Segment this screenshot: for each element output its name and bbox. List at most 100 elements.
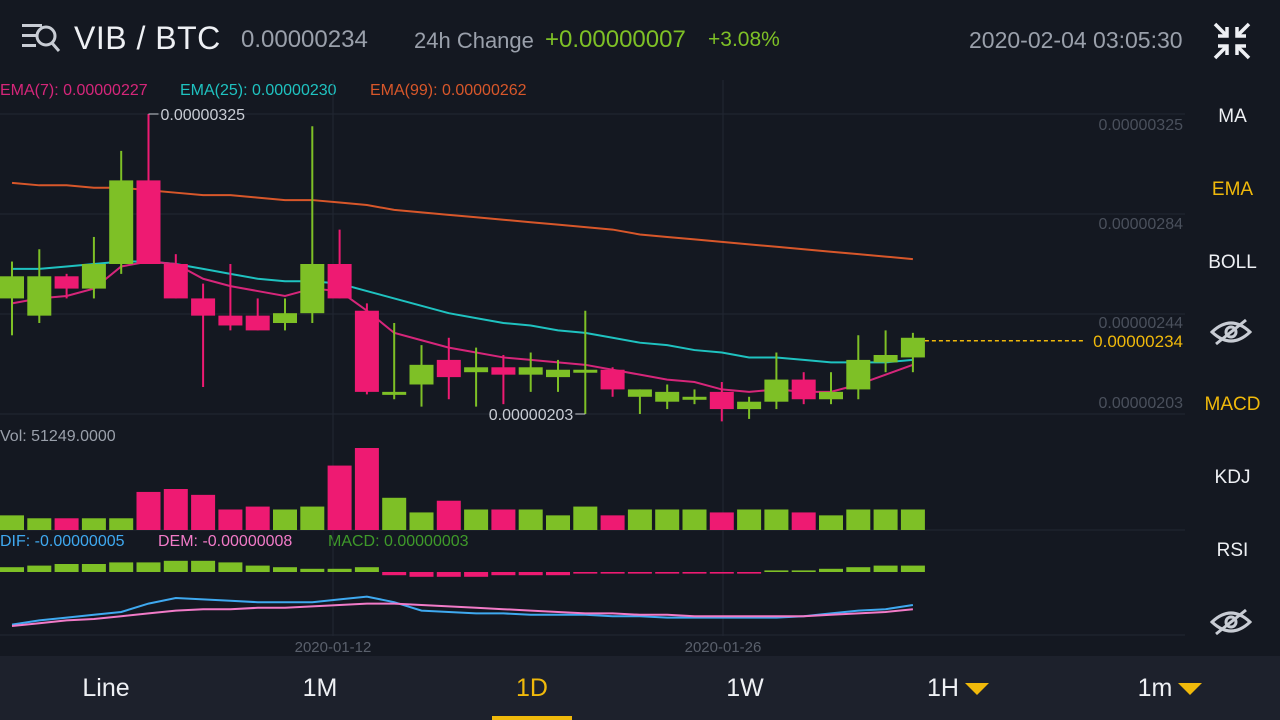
volume-bar [409, 512, 434, 530]
macd-bar [191, 560, 216, 572]
collapse-icon[interactable] [1213, 22, 1251, 60]
candle-body [627, 389, 652, 397]
indicator-ema[interactable]: EMA [1211, 179, 1254, 200]
volume-bar [682, 509, 707, 530]
macd-bar [682, 572, 707, 574]
candlestick-chart[interactable]: 0.00000325 0.00000284 0.00000244 0.00000203… [0, 80, 1185, 656]
volume-bar [655, 509, 680, 530]
candle-body [382, 391, 407, 395]
candle-body [191, 298, 216, 316]
volume-bar [327, 465, 352, 530]
tab-1H-label: 1H [927, 674, 959, 702]
candle-body [819, 391, 843, 400]
change-absolute: +0.00000007 [545, 26, 686, 53]
macd-bar [546, 572, 570, 576]
chevron-down-icon [1178, 683, 1203, 696]
volume-bar [791, 512, 816, 530]
volume-bar [245, 506, 270, 530]
volume-bar [382, 497, 407, 530]
macd-bar [518, 572, 543, 576]
volume-bar [354, 448, 379, 530]
volume-bar [109, 518, 134, 530]
volume-bar [0, 515, 24, 530]
volume-bar [627, 509, 652, 530]
high-price-label: 0.00000325 [161, 107, 246, 124]
volume-bar [54, 518, 79, 530]
volume-bar [464, 509, 489, 530]
chevron-down-icon [964, 683, 989, 696]
ema99-legend: EMA(99): 0.00000262 [370, 82, 527, 99]
indicator-rsi[interactable]: RSI [1216, 540, 1249, 561]
ema99-line [11, 181, 913, 261]
change-percent: +3.08% [708, 28, 780, 51]
volume-bar [136, 491, 161, 530]
last-price: 0.00000234 [241, 26, 368, 53]
volume-bar [873, 509, 898, 530]
tab-line[interactable]: Line [82, 674, 130, 702]
ema7-line [11, 260, 914, 393]
candle-body [518, 367, 543, 375]
volume-bars [0, 448, 925, 530]
candle-body [218, 315, 243, 326]
dem-legend: DEM: -0.00000008 [158, 533, 293, 550]
volume-bar [819, 515, 843, 530]
candle-body [709, 391, 734, 410]
macd-bar [819, 568, 843, 572]
price-tick-label: 0.00000244 [1098, 315, 1183, 332]
macd-histogram [0, 560, 925, 577]
macd-bar [737, 572, 762, 574]
hide-main-indicator-eye-icon[interactable] [1210, 318, 1252, 346]
candle-body [900, 337, 925, 358]
tab-1W[interactable]: 1W [726, 674, 764, 702]
candle-body [300, 264, 325, 314]
macd-bar [136, 562, 161, 572]
indicator-boll[interactable]: BOLL [1208, 252, 1257, 273]
macd-bar [600, 572, 625, 574]
volume-bar [81, 518, 106, 530]
candle-body [682, 396, 707, 400]
macd-bar [54, 564, 79, 572]
indicator-kdj[interactable]: KDJ [1214, 467, 1251, 488]
tab-1H[interactable]: 1H [888, 674, 1028, 703]
macd-bar [846, 567, 871, 572]
date-label: 2020-01-26 [685, 639, 762, 656]
indicator-ma[interactable]: MA [1218, 106, 1247, 127]
current-price-label: 0.00000234 [1093, 332, 1183, 351]
macd-bar [900, 565, 925, 572]
macd-bar [354, 567, 379, 572]
macd-bar [573, 572, 598, 574]
volume-bar [546, 515, 570, 530]
volume-bar [300, 506, 325, 530]
price-tick-label: 0.00000325 [1098, 117, 1183, 134]
candle-body [764, 379, 789, 402]
trading-pair[interactable]: VIB / BTC [74, 20, 221, 56]
indicator-macd[interactable]: MACD [1204, 394, 1261, 415]
tab-1D[interactable]: 1D [516, 674, 548, 702]
grid-lines [0, 80, 1185, 636]
candle-body [327, 264, 352, 299]
volume-bar [273, 509, 297, 530]
macd-bar [791, 570, 816, 572]
volume-bar [764, 509, 789, 530]
ema-lines [11, 181, 914, 393]
candle-body [245, 315, 270, 331]
hide-sub-indicator-eye-icon[interactable] [1210, 608, 1252, 636]
macd-bar [0, 567, 24, 572]
candle-body [491, 367, 516, 375]
indicator-menu: MA EMA BOLL MACD KDJ RSI [1185, 80, 1280, 656]
volume-bar [436, 500, 461, 530]
macd-bar [327, 568, 352, 572]
dif-line [11, 595, 914, 626]
macd-bar [81, 564, 106, 572]
menu-search-icon[interactable] [22, 20, 62, 56]
tab-1m[interactable]: 1m [1100, 674, 1240, 703]
change-label: 24h Change [414, 28, 534, 53]
volume-bar [518, 509, 543, 530]
candle-body [464, 367, 489, 373]
tab-1M[interactable]: 1M [302, 674, 338, 702]
candle-body [409, 364, 434, 385]
candle-body [546, 369, 570, 378]
candle-body [791, 379, 816, 400]
ema25-line [12, 260, 913, 364]
macd-bar [382, 572, 407, 576]
